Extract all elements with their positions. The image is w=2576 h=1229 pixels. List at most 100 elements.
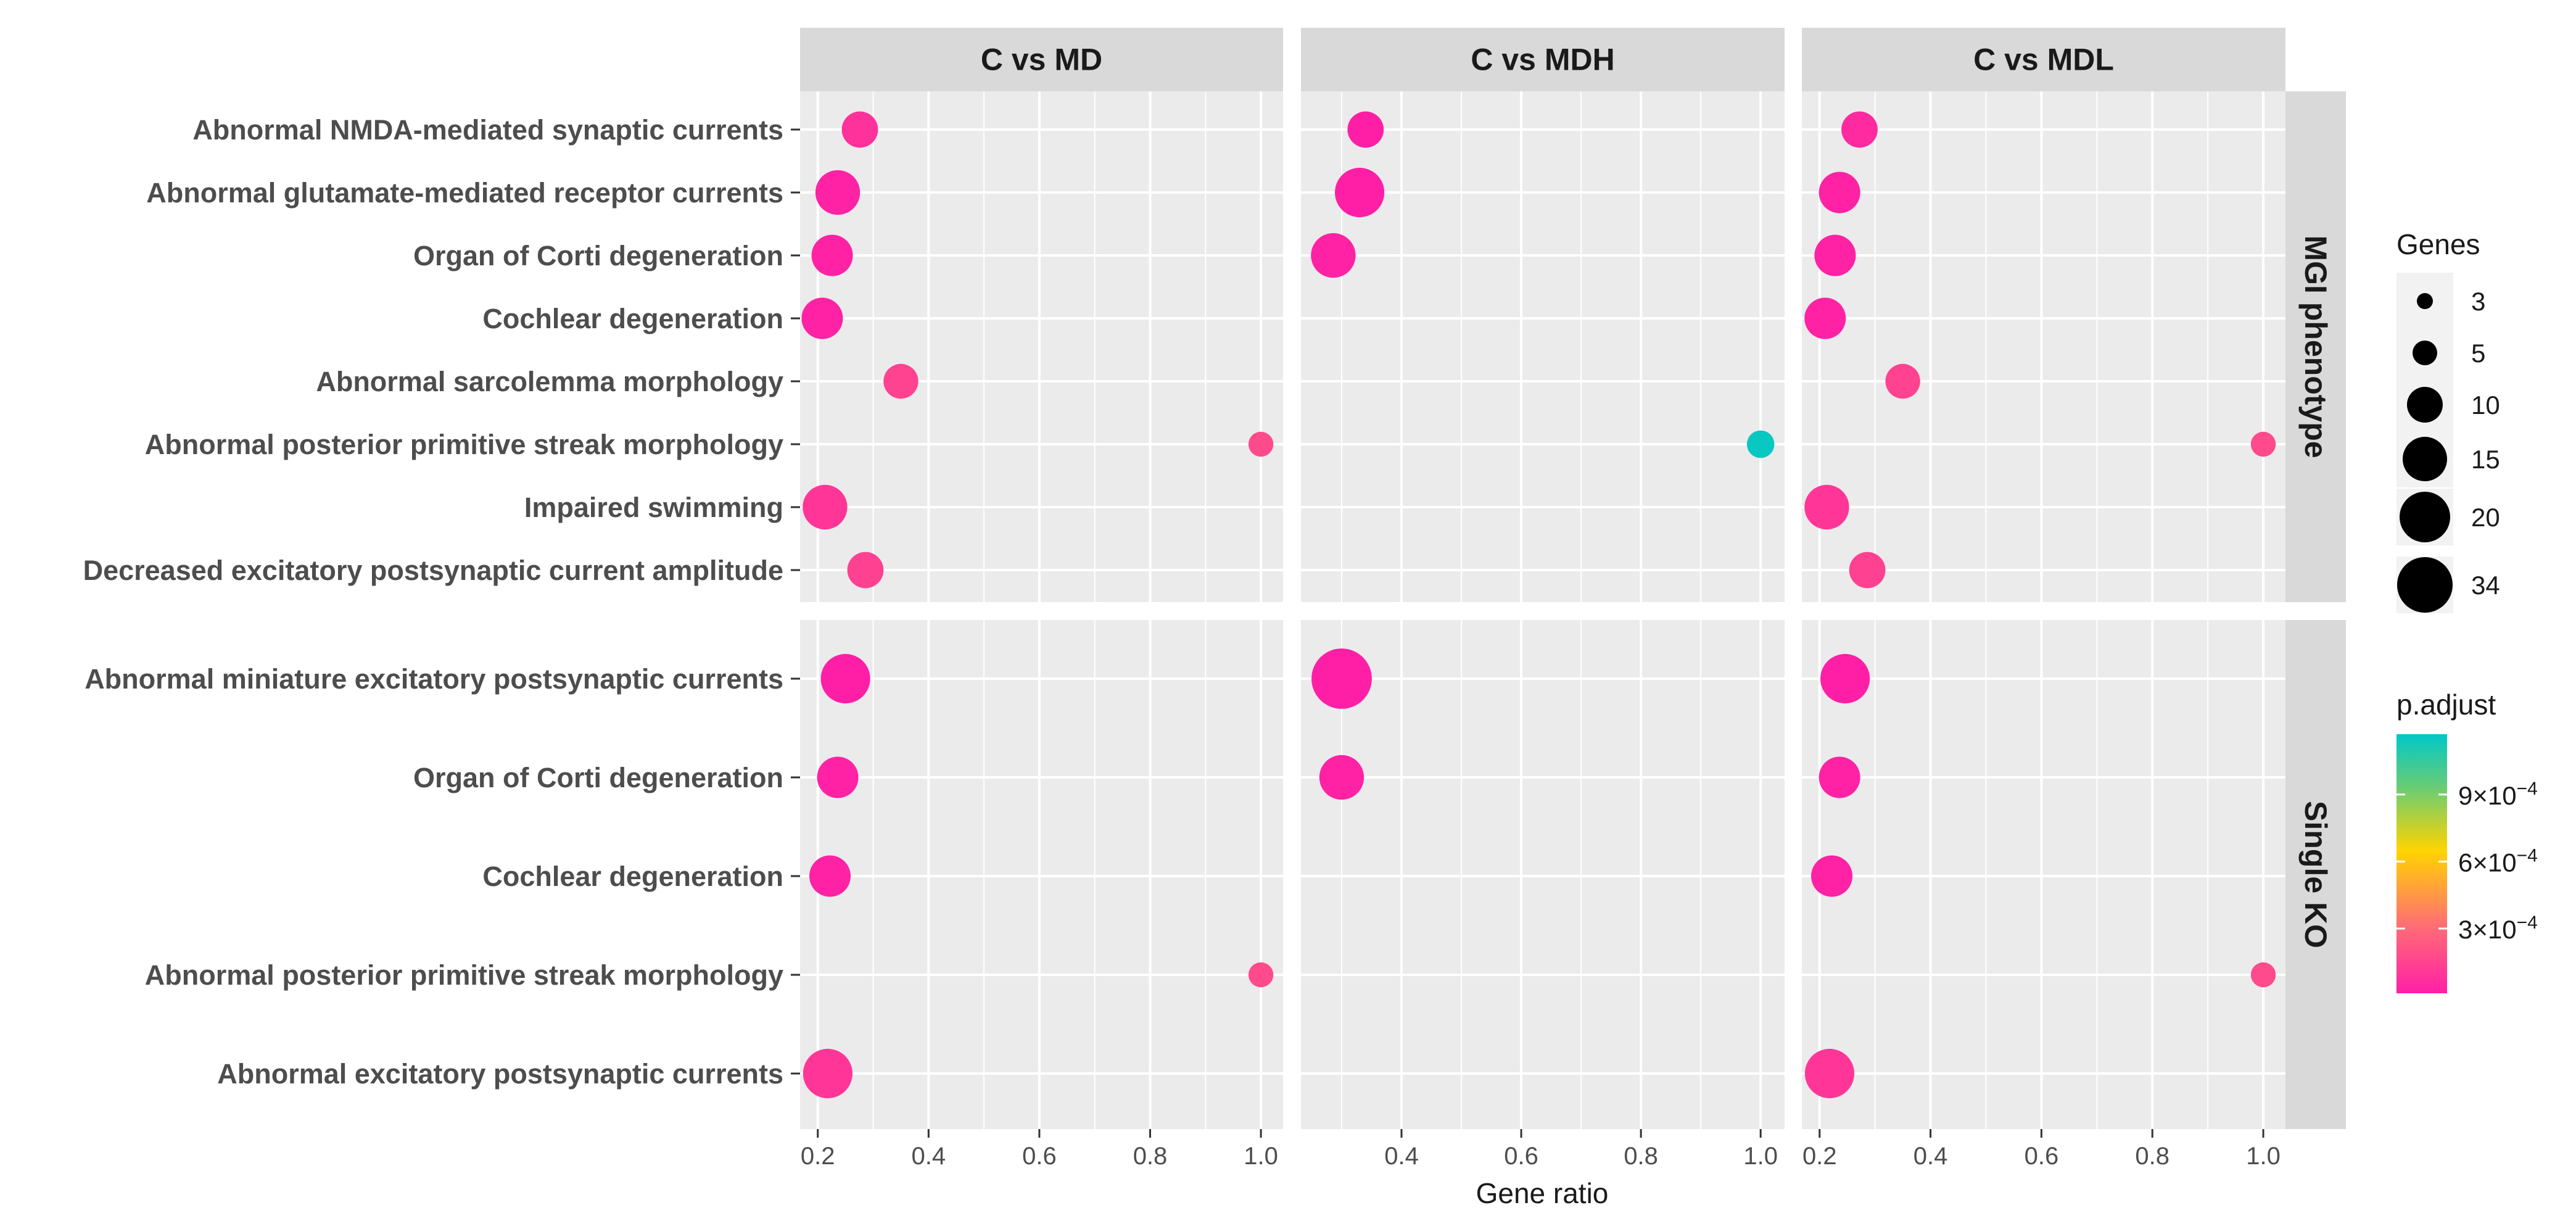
x-tick-label: 1.0 [1244,1143,1278,1170]
size-legend-label-20: 20 [2471,503,2500,532]
panel-c-vs-md-mgi-phenotype [800,91,1283,602]
size-legend-title: Genes [2396,228,2480,260]
x-tick-label: 1.0 [2246,1143,2281,1170]
y-label-abnormal-posterior-primitive-streak-morphology: Abnormal posterior primitive streak morp… [145,959,783,991]
point-c-vs-md-mgi-phenotype-organ-of-corti-degeneration [811,234,853,276]
color-legend-label: 9×10−4 [2458,779,2538,810]
point-c-vs-md-mgi-phenotype-abnormal-posterior-primitive-streak-morphology [1248,431,1274,457]
y-axis-labels: Abnormal NMDA-mediated synaptic currents… [83,114,800,1090]
y-label-cochlear-degeneration: Cochlear degeneration [482,303,783,334]
x-tick-label: 0.4 [1913,1143,1948,1170]
point-c-vs-md-mgi-phenotype-decreased-excitatory-postsynaptic-current-amplitude [847,552,884,589]
point-c-vs-mdl-mgi-phenotype-cochlear-degeneration [1804,297,1846,339]
point-c-vs-mdl-single-ko-organ-of-corti-degeneration [1818,756,1860,798]
y-label-abnormal-excitatory-postsynaptic-currents: Abnormal excitatory postsynaptic current… [217,1058,783,1090]
y-label-cochlear-degeneration: Cochlear degeneration [482,861,783,892]
panel-c-vs-mdl-single-ko [1802,620,2285,1129]
point-c-vs-mdl-mgi-phenotype-decreased-excitatory-postsynaptic-current-amplitude [1849,552,1886,589]
x-tick-label: 0.8 [1133,1143,1168,1170]
point-c-vs-mdl-mgi-phenotype-abnormal-glutamate-mediated-receptor-currents [1818,172,1860,213]
x-tick-label: 0.4 [1384,1143,1419,1170]
data-points [801,111,2276,1099]
point-c-vs-mdl-single-ko-abnormal-excitatory-postsynaptic-currents [1804,1048,1855,1099]
size-legend-label-15: 15 [2471,445,2500,474]
point-c-vs-md-single-ko-organ-of-corti-degeneration [817,756,859,798]
x-tick-label: 1.0 [1743,1143,1778,1170]
point-c-vs-md-mgi-phenotype-abnormal-nmda-mediated-synaptic-currents [841,111,878,148]
point-c-vs-mdh-single-ko-abnormal-miniature-excitatory-postsynaptic-currents [1311,648,1372,709]
strip-label-c-vs-mdl: C vs MDL [1973,43,2114,77]
point-c-vs-mdh-mgi-phenotype-organ-of-corti-degeneration [1311,233,1356,278]
point-c-vs-md-single-ko-abnormal-posterior-primitive-streak-morphology [1248,962,1274,988]
y-label-abnormal-sarcolemma-morphology: Abnormal sarcolemma morphology [316,366,783,397]
y-label-organ-of-corti-degeneration: Organ of Corti degeneration [413,240,783,271]
point-c-vs-mdl-single-ko-abnormal-miniature-excitatory-postsynaptic-currents [1820,653,1870,704]
y-label-abnormal-nmda-mediated-synaptic-currents: Abnormal NMDA-mediated synaptic currents [192,114,783,146]
size-legend-dot-5 [2413,341,2437,365]
x-axis-ticks: 0.2 0.4 0.6 0.8 1.0 0.4 0.6 0.8 1.0 0.2 0.4 0.6 0.8 1… [801,1129,2281,1170]
panel-c-vs-mdl-mgi-phenotype [1802,91,2285,602]
strip-label-mgi-phenotype: MGI phenotype [2298,235,2333,458]
y-label-abnormal-glutamate-mediated-receptor-currents: Abnormal glutamate-mediated receptor cur… [146,177,783,209]
y-label-impaired-swimming: Impaired swimming [524,492,783,523]
x-tick-label: 0.6 [1022,1143,1057,1170]
size-legend-dot-10 [2407,387,2443,423]
color-legend-title: p.adjust [2396,689,2496,721]
panel-c-vs-md-single-ko [800,620,1283,1129]
x-tick-label: 0.6 [2025,1143,2059,1170]
point-c-vs-md-single-ko-cochlear-degeneration [809,855,851,897]
x-tick-label: 0.2 [801,1143,835,1170]
facet-panels [800,91,2285,1129]
x-tick-label: 0.2 [1802,1143,1837,1170]
size-legend-label-10: 10 [2471,391,2500,420]
x-axis-title: Gene ratio [1476,1177,1609,1209]
point-c-vs-md-single-ko-abnormal-miniature-excitatory-postsynaptic-currents [820,653,870,704]
color-legend-label: 6×10−4 [2458,845,2538,877]
strip-mgi-phenotype [2285,91,2346,602]
point-c-vs-mdh-mgi-phenotype-abnormal-glutamate-mediated-receptor-currents [1335,167,1385,218]
strip-label-c-vs-md: C vs MD [981,43,1102,77]
color-legend: p.adjust 9×10−4 6×10−4 3×10−4 [2396,689,2538,993]
point-c-vs-mdl-single-ko-cochlear-degeneration [1811,855,1853,897]
size-legend-label-3: 3 [2471,287,2485,316]
y-label-abnormal-posterior-primitive-streak-morphology: Abnormal posterior primitive streak morp… [145,429,783,460]
point-c-vs-md-mgi-phenotype-abnormal-sarcolemma-morphology [883,363,919,399]
y-label-decreased-excitatory-postsynaptic-current-amplitude: Decreased excitatory postsynaptic curren… [83,555,783,586]
strip-single-ko [2285,620,2346,1129]
point-c-vs-mdh-single-ko-organ-of-corti-degeneration [1319,755,1364,800]
color-legend-label: 3×10−4 [2458,912,2538,944]
strip-label-c-vs-mdh: C vs MDH [1471,43,1614,77]
point-c-vs-mdl-mgi-phenotype-organ-of-corti-degeneration [1814,234,1856,276]
point-c-vs-md-mgi-phenotype-cochlear-degeneration [801,297,843,339]
point-c-vs-mdl-mgi-phenotype-impaired-swimming [1804,484,1849,530]
point-c-vs-mdl-single-ko-abnormal-posterior-primitive-streak-morphology [2250,962,2276,988]
point-c-vs-md-single-ko-abnormal-excitatory-postsynaptic-currents [803,1048,852,1099]
x-tick-label: 0.6 [1504,1143,1538,1170]
point-c-vs-md-mgi-phenotype-impaired-swimming [803,484,848,530]
size-legend-dot-3 [2417,293,2433,309]
facet-strips: C vs MD C vs MDH C vs MDL MGI phenotype Sing… [800,28,2346,1129]
size-legend: Genes 3 5 10 15 20 34 [2396,228,2500,613]
x-tick-label: 0.4 [912,1143,946,1170]
y-label-organ-of-corti-degeneration: Organ of Corti degeneration [413,762,783,793]
size-legend-dot-34 [2397,557,2453,613]
panel-c-vs-mdh-single-ko [1301,620,1785,1129]
y-label-abnormal-miniature-excitatory-postsynaptic-currents: Abnormal miniature excitatory postsynapt… [85,663,783,695]
panel-c-vs-mdh-mgi-phenotype [1301,91,1785,602]
size-legend-dot-20 [2400,492,2450,542]
grid-lines [800,91,2285,1129]
strip-c-vs-mdl [1802,28,2285,91]
point-c-vs-mdh-mgi-phenotype-abnormal-posterior-primitive-streak-morphology [1746,430,1775,458]
x-tick-label: 0.8 [2135,1143,2169,1170]
strip-c-vs-mdh [1301,28,1785,91]
color-legend-bar [2396,734,2447,993]
point-c-vs-mdh-mgi-phenotype-abnormal-nmda-mediated-synaptic-currents [1347,111,1384,148]
strip-c-vs-md [800,28,1283,91]
point-c-vs-md-mgi-phenotype-abnormal-glutamate-mediated-receptor-currents [815,170,861,215]
size-legend-label-34: 34 [2471,571,2500,600]
size-legend-label-5: 5 [2471,339,2485,368]
strip-label-single-ko: Single KO [2298,801,2333,948]
point-c-vs-mdl-mgi-phenotype-abnormal-nmda-mediated-synaptic-currents [1841,111,1878,148]
point-c-vs-mdl-mgi-phenotype-abnormal-posterior-primitive-streak-morphology [2250,431,2276,457]
